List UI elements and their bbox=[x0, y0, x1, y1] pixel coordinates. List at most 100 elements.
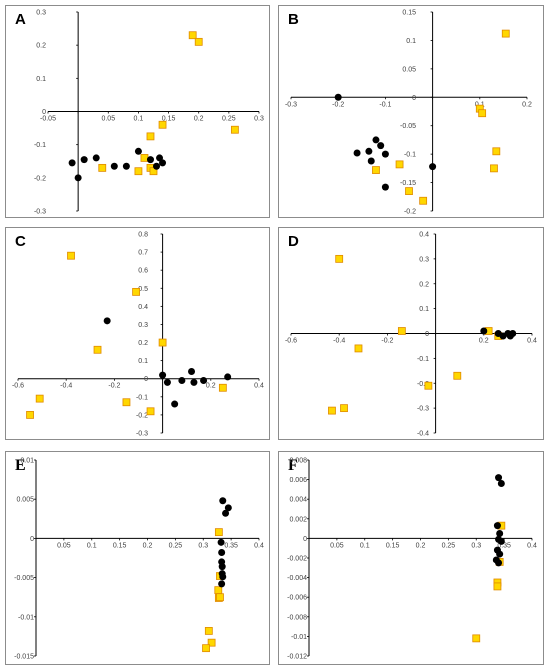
x-tick-label: -0.2 bbox=[381, 338, 393, 345]
panel-e-plot: 0.05 0.1 0.15 0.2 0.25 0.3 0.35 0.4 -0.015 -0.01 -… bbox=[14, 458, 264, 661]
circle-point bbox=[122, 162, 130, 170]
x-tick-label: -0.6 bbox=[285, 338, 297, 345]
x-tick-label: 0.25 bbox=[169, 542, 183, 549]
x-tick-label: 0.3 bbox=[198, 542, 208, 549]
y-tick-label: -0.006 bbox=[287, 595, 307, 602]
square-point bbox=[194, 37, 203, 46]
square-point bbox=[419, 196, 428, 205]
y-tick-label: 0.005 bbox=[16, 497, 34, 504]
x-tick-label: 0.2 bbox=[206, 383, 216, 390]
y-tick-label: -0.4 bbox=[417, 431, 429, 438]
circle-point bbox=[219, 497, 227, 505]
y-tick-label: 0.7 bbox=[138, 250, 148, 257]
circle-point bbox=[103, 317, 111, 325]
square-point bbox=[146, 132, 155, 141]
square-point bbox=[132, 287, 140, 296]
square-point bbox=[492, 147, 501, 156]
square-point bbox=[490, 164, 498, 173]
y-tick-label: 0 bbox=[412, 95, 416, 102]
x-tick-label: 0.05 bbox=[101, 116, 115, 123]
square-point bbox=[335, 254, 344, 263]
panel-c-plot: -0.6 -0.4 -0.2 0.2 0.4 -0.3 -0.2 -0.1 0 0.1 0.2 0.3… bbox=[12, 232, 264, 438]
circle-point bbox=[74, 174, 82, 182]
x-tick-label: 0.3 bbox=[254, 116, 264, 123]
square-point bbox=[372, 166, 380, 174]
y-tick-label: -0.005 bbox=[14, 575, 34, 582]
y-tick-label: 0.1 bbox=[419, 306, 429, 313]
x-tick-label: 0.05 bbox=[57, 542, 71, 549]
x-tick-label: 0.2 bbox=[522, 101, 532, 108]
y-tick-label: 0.2 bbox=[36, 43, 46, 50]
circle-point bbox=[163, 378, 171, 386]
x-tick-label: 0.15 bbox=[162, 116, 176, 123]
panel-b-plot: -0.3 -0.2 -0.1 0.1 0.2 -0.2 -0.15 -0.1 -0.05 0 0.0… bbox=[285, 10, 532, 216]
y-tick-label: 0.01 bbox=[20, 458, 34, 465]
panel-e: E 0.05 0.1 0.15 0.2 0.25 0.3 0.35 0.4 -0.015 -0.0… bbox=[5, 451, 270, 665]
circle-point bbox=[219, 573, 227, 581]
circle-point bbox=[110, 162, 118, 170]
x-tick-label: 0.1 bbox=[360, 542, 370, 549]
y-tick-label: 0 bbox=[425, 331, 429, 338]
square-point bbox=[158, 120, 167, 129]
x-tick-label: 0.15 bbox=[113, 542, 127, 549]
panel-f-label: F bbox=[288, 457, 298, 474]
x-tick-label: 0.2 bbox=[143, 542, 153, 549]
x-tick-label: 0.3 bbox=[471, 542, 481, 549]
square-point bbox=[340, 404, 348, 413]
y-tick-label: 0 bbox=[30, 536, 34, 543]
circle-point bbox=[495, 474, 503, 482]
square-point bbox=[188, 31, 197, 40]
y-tick-label: -0.012 bbox=[287, 654, 307, 661]
circle-point bbox=[509, 330, 517, 337]
circle-point bbox=[218, 563, 226, 571]
square-point bbox=[453, 371, 462, 380]
square-point bbox=[405, 187, 413, 196]
circle-point bbox=[353, 149, 361, 157]
square-point bbox=[493, 582, 502, 591]
square-point bbox=[216, 593, 224, 602]
y-tick-label: 0.006 bbox=[289, 477, 307, 484]
y-tick-label: -0.2 bbox=[404, 209, 416, 216]
x-tick-label: -0.2 bbox=[108, 383, 120, 390]
circle-point bbox=[224, 373, 232, 381]
panel-e-label: E bbox=[15, 457, 26, 474]
x-tick-label: -0.2 bbox=[332, 101, 344, 108]
x-tick-label: -0.6 bbox=[12, 383, 24, 390]
x-tick-label: -0.4 bbox=[60, 383, 72, 390]
square-point bbox=[218, 383, 227, 392]
panel-d-plot: -0.6 -0.4 -0.2 0.2 0.4 -0.4 -0.3 -0.2 -0.1 0 0.1 0.… bbox=[285, 232, 537, 438]
y-tick-label: -0.004 bbox=[287, 575, 307, 582]
y-tick-label: -0.15 bbox=[400, 180, 416, 187]
circle-point bbox=[496, 550, 504, 558]
circle-point bbox=[68, 159, 76, 167]
circle-point bbox=[218, 580, 226, 588]
y-tick-label: -0.3 bbox=[417, 406, 429, 413]
circle-point bbox=[334, 93, 342, 101]
square-point bbox=[204, 627, 213, 635]
y-tick-label: 0 bbox=[144, 376, 148, 383]
x-tick-label: 0.35 bbox=[224, 542, 238, 549]
y-tick-label: -0.1 bbox=[34, 142, 46, 149]
y-tick-label: 0.3 bbox=[36, 10, 46, 17]
y-tick-label: 0.4 bbox=[138, 304, 148, 311]
y-tick-label: 0.8 bbox=[138, 232, 148, 239]
square-point bbox=[98, 163, 107, 172]
y-tick-label: -0.05 bbox=[400, 123, 416, 130]
y-tick-label: -0.2 bbox=[136, 412, 148, 419]
circle-point bbox=[381, 150, 389, 158]
x-tick-label: 0.25 bbox=[222, 116, 236, 123]
x-tick-label: 0.4 bbox=[527, 338, 537, 345]
circle-point bbox=[224, 504, 232, 512]
square-point bbox=[395, 160, 404, 169]
circle-point bbox=[372, 136, 380, 144]
y-tick-label: -0.3 bbox=[34, 209, 46, 216]
circle-point bbox=[146, 156, 154, 164]
square-point bbox=[134, 167, 143, 176]
y-tick-label: -0.2 bbox=[34, 175, 46, 182]
panel-a: A -0.05 0.05 0.1 0.15 0.2 0.25 0.3 -0.3 -0.2 -0.1… bbox=[5, 5, 270, 218]
circle-point bbox=[171, 400, 179, 408]
square-point bbox=[158, 338, 167, 347]
circle-point bbox=[200, 377, 208, 385]
circle-point bbox=[497, 480, 505, 488]
square-point bbox=[122, 398, 131, 407]
